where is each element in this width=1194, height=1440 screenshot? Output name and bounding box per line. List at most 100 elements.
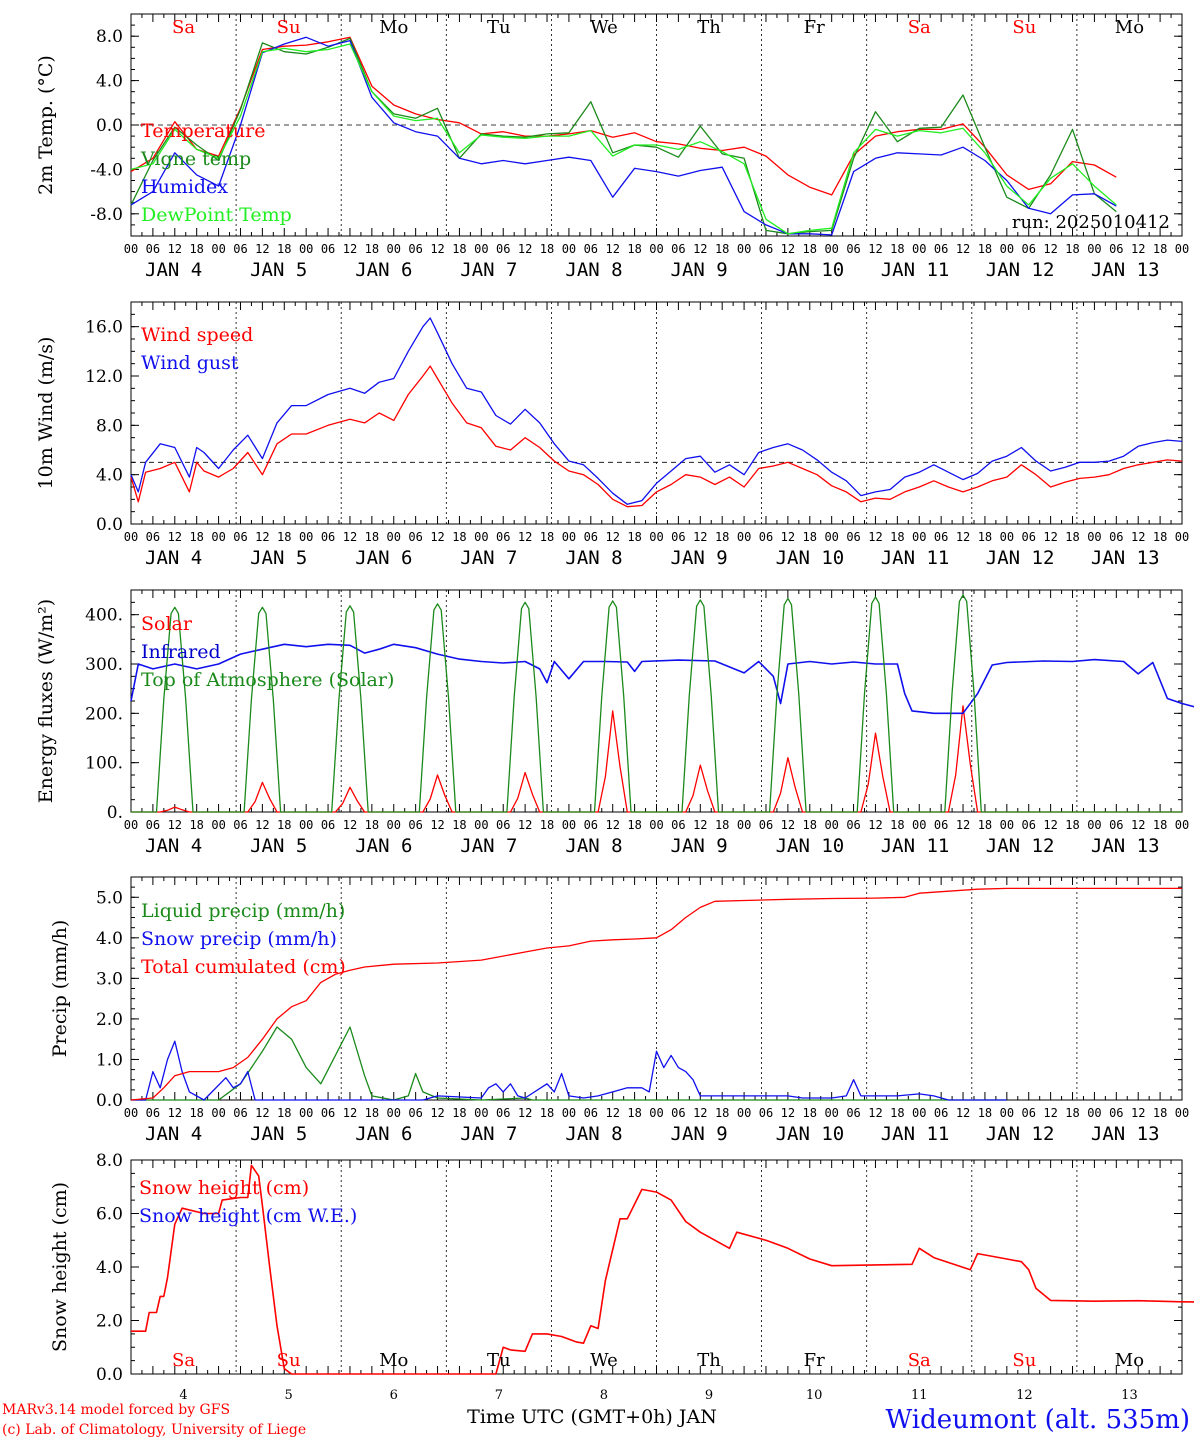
x-hour-label: 00 (299, 1106, 313, 1120)
x-hour-label: 12 (518, 818, 532, 832)
x-hour-label: 06 (321, 818, 335, 832)
y-tick-label: 8.0 (96, 1151, 123, 1171)
x-hour-label: 12 (168, 1106, 182, 1120)
x-date-label: JAN 4 (145, 835, 202, 857)
station-name: Wideumont (alt. 535m) (886, 1405, 1190, 1435)
weekday-label: Sa (908, 1350, 931, 1371)
x-hour-label: 12 (518, 1106, 532, 1120)
weekday-label: Sa (172, 1350, 195, 1371)
x-date-label: JAN 7 (460, 835, 517, 857)
x-hour-label: 00 (824, 530, 838, 544)
x-hour-label: 12 (1131, 818, 1145, 832)
x-hour-label: 06 (759, 242, 773, 256)
x-hour-label: 18 (277, 242, 291, 256)
x-axis-label: Time UTC (GMT+0h) JAN (467, 1406, 717, 1428)
y-axis-label: Snow height (cm) (49, 1182, 71, 1352)
x-hour-label: 06 (496, 818, 510, 832)
x-date-label: JAN 9 (671, 835, 728, 857)
x-hour-label: 18 (1153, 242, 1167, 256)
x-hour-label: 00 (912, 530, 926, 544)
x-day-label: 5 (285, 1388, 293, 1403)
x-hour-label: 00 (562, 242, 576, 256)
x-hour-label: 18 (189, 818, 203, 832)
x-hour-label: 12 (781, 530, 795, 544)
x-hour-label: 18 (452, 242, 466, 256)
x-date-label: JAN 7 (460, 547, 517, 569)
x-hour-label: 18 (890, 530, 904, 544)
x-date-label: JAN 7 (460, 259, 517, 281)
x-hour-label: 18 (715, 818, 729, 832)
x-hour-label: 12 (1043, 1106, 1057, 1120)
weekday-label: Fr (804, 1350, 825, 1371)
y-tick-label: 4.0 (96, 1258, 123, 1278)
x-date-label: JAN 7 (460, 1123, 517, 1145)
x-date-label: JAN 10 (776, 835, 845, 857)
x-hour-label: 12 (168, 818, 182, 832)
x-hour-label: 18 (1065, 818, 1079, 832)
x-date-label: JAN 11 (881, 547, 950, 569)
x-hour-label: 06 (846, 818, 860, 832)
x-hour-label: 18 (803, 818, 817, 832)
x-hour-label: 12 (430, 530, 444, 544)
x-hour-label: 18 (627, 242, 641, 256)
x-hour-label: 12 (255, 530, 269, 544)
x-hour-label: 06 (146, 1106, 160, 1120)
x-hour-label: 12 (343, 530, 357, 544)
x-date-label: JAN 13 (1091, 835, 1160, 857)
x-hour-label: 18 (1153, 1106, 1167, 1120)
x-hour-label: 12 (956, 242, 970, 256)
x-hour-label: 18 (1065, 1106, 1079, 1120)
x-hour-label: 12 (868, 530, 882, 544)
x-hour-label: 00 (649, 818, 663, 832)
y-tick-label: 0. (107, 803, 123, 823)
x-hour-label: 18 (627, 1106, 641, 1120)
x-hour-label: 06 (496, 242, 510, 256)
x-hour-label: 18 (189, 1106, 203, 1120)
credit-line-2: (c) Lab. of Climatology, University of L… (2, 1422, 306, 1438)
x-hour-label: 12 (255, 1106, 269, 1120)
x-hour-label: 06 (146, 818, 160, 832)
x-hour-label: 06 (846, 1106, 860, 1120)
x-hour-label: 00 (387, 818, 401, 832)
y-tick-label: 8.0 (96, 27, 123, 47)
x-hour-label: 00 (124, 1106, 138, 1120)
x-date-label: JAN 13 (1091, 259, 1160, 281)
x-hour-label: 12 (956, 530, 970, 544)
x-hour-label: 12 (1131, 1106, 1145, 1120)
x-date-label: JAN 8 (565, 835, 622, 857)
x-hour-label: 06 (584, 530, 598, 544)
x-hour-label: 18 (890, 818, 904, 832)
x-hour-label: 00 (387, 242, 401, 256)
x-hour-label: 12 (868, 818, 882, 832)
x-hour-label: 18 (627, 818, 641, 832)
x-date-label: JAN 6 (355, 835, 412, 857)
x-hour-label: 18 (365, 242, 379, 256)
x-hour-label: 18 (189, 530, 203, 544)
x-hour-label: 12 (255, 818, 269, 832)
x-hour-label: 12 (868, 1106, 882, 1120)
x-hour-label: 18 (890, 242, 904, 256)
x-hour-label: 06 (233, 1106, 247, 1120)
x-hour-label: 06 (233, 242, 247, 256)
y-tick-label: 400. (85, 606, 123, 626)
x-hour-label: 00 (1175, 242, 1189, 256)
x-hour-label: 00 (387, 530, 401, 544)
x-hour-label: 00 (1175, 818, 1189, 832)
legend-entry: Snow precip (mm/h) (141, 928, 337, 950)
x-hour-label: 12 (605, 242, 619, 256)
series-line-wind-speed (130, 365, 1183, 508)
x-hour-label: 00 (1087, 1106, 1101, 1120)
x-hour-label: 18 (540, 530, 554, 544)
x-hour-label: 06 (671, 530, 685, 544)
y-tick-label: 1.0 (96, 1050, 123, 1070)
weekday-label: We (590, 17, 618, 38)
legend-entry: Wind gust (141, 352, 239, 374)
x-hour-label: 06 (233, 818, 247, 832)
x-hour-label: 06 (934, 1106, 948, 1120)
y-tick-label: 3.0 (96, 969, 123, 989)
x-hour-label: 06 (408, 242, 422, 256)
series-line-snow-precip-mm-h (131, 1040, 1007, 1101)
x-hour-label: 00 (912, 818, 926, 832)
x-hour-label: 06 (321, 242, 335, 256)
weekday-label: Mo (1115, 17, 1144, 38)
